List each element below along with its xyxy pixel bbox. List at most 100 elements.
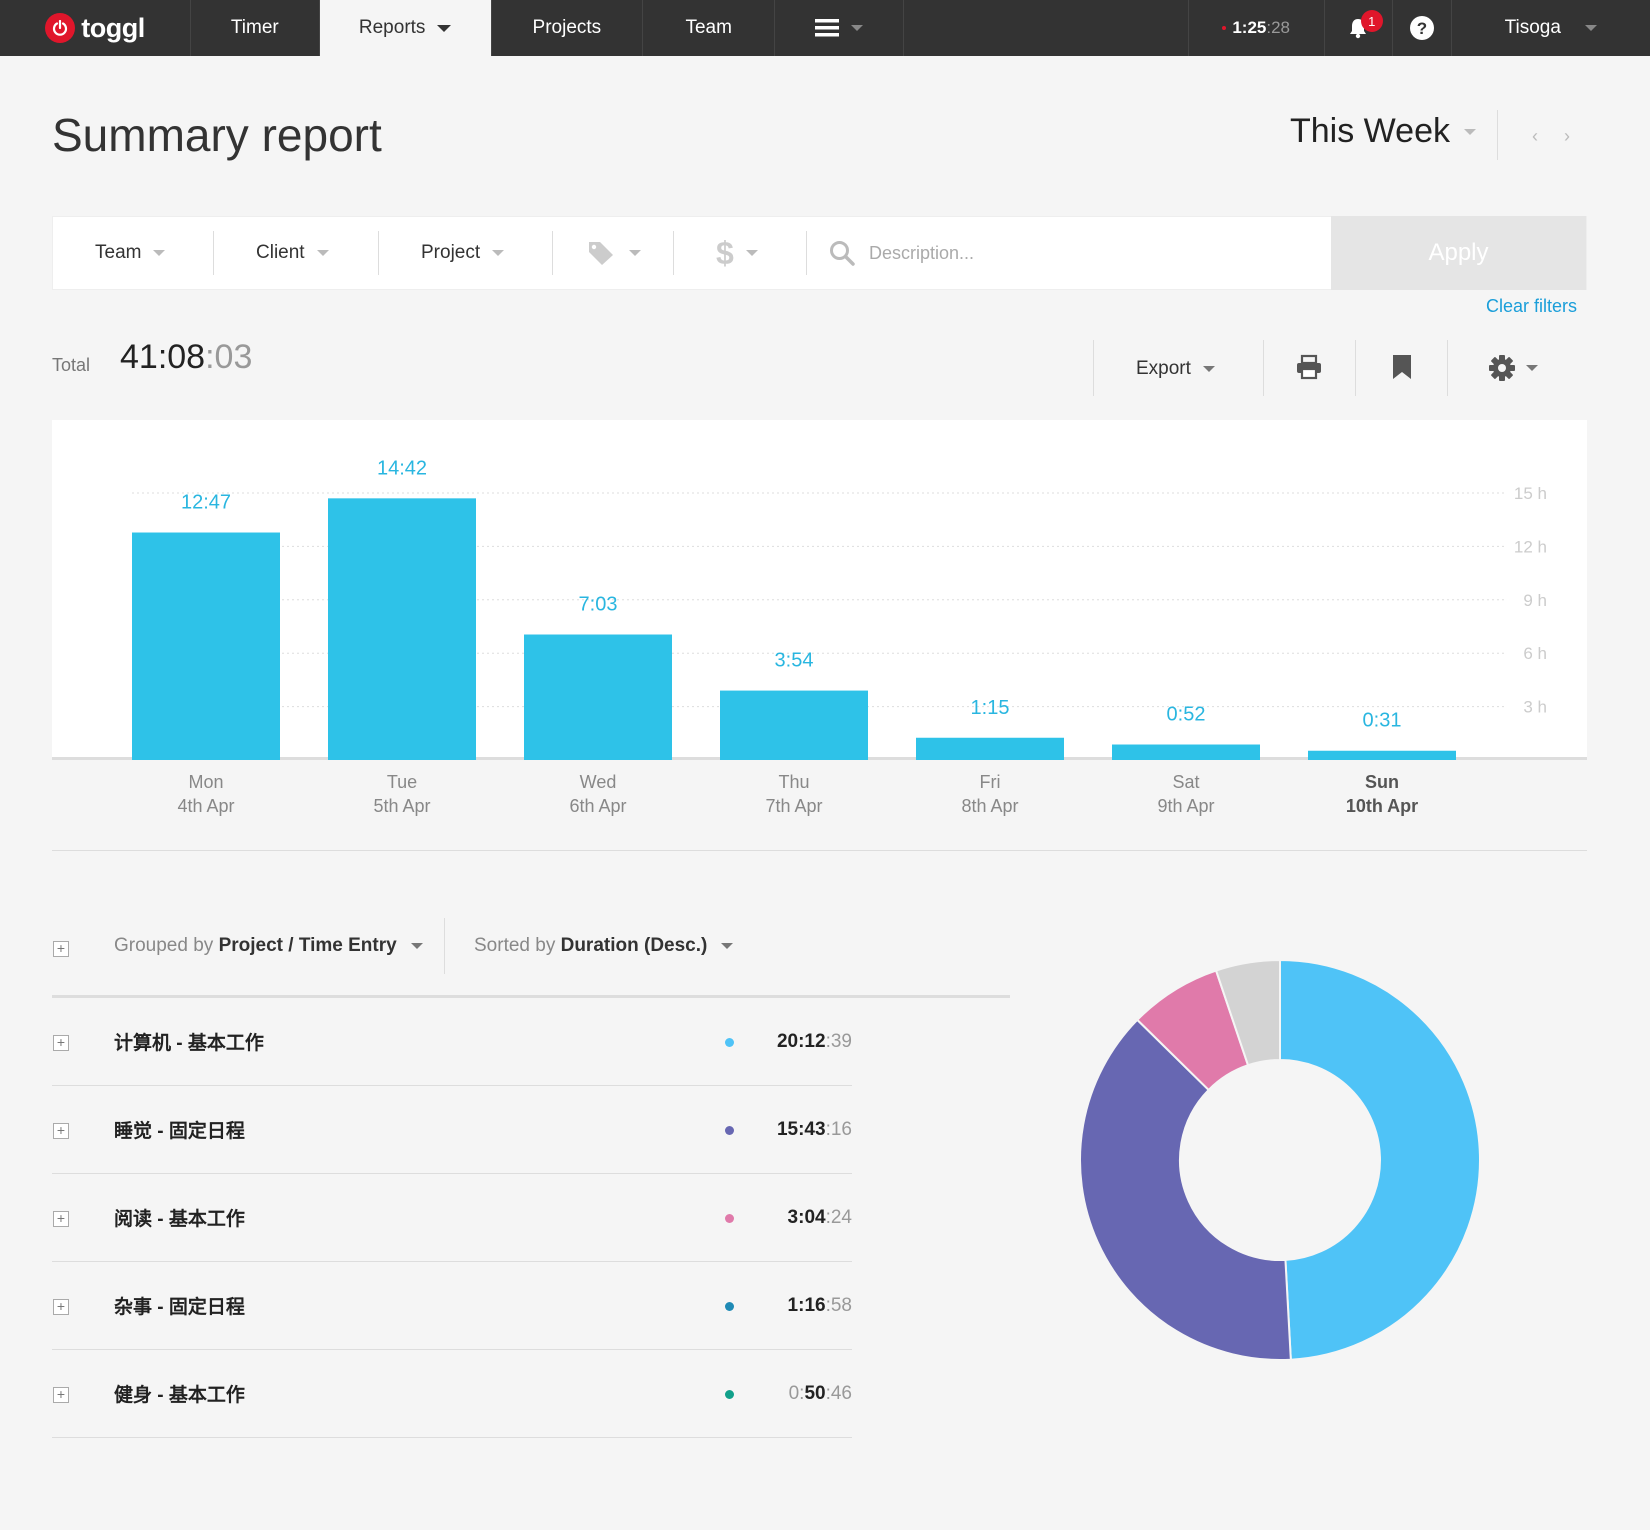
notifications-button[interactable]: 1	[1325, 0, 1393, 56]
filter-client-label: Client	[256, 242, 305, 263]
export-button[interactable]: Export	[1136, 358, 1215, 380]
x-tick-day: Sun	[1365, 772, 1399, 792]
x-tick-date: 8th Apr	[961, 796, 1019, 816]
expand-row-button[interactable]: +	[53, 1211, 69, 1227]
toolbar-separator	[1093, 340, 1094, 396]
nav-more-menu[interactable]	[775, 0, 904, 56]
nav-spacer	[904, 0, 1188, 56]
chevron-down-icon	[1463, 128, 1476, 135]
sorted-by-value: Duration (Desc.)	[560, 935, 708, 956]
x-tick-day: Mon	[188, 772, 224, 792]
project-row[interactable]: + 计算机 - 基本工作 20:12:39	[52, 998, 852, 1086]
project-color-dot	[725, 1390, 734, 1399]
next-period-icon[interactable]: ›	[1564, 126, 1570, 146]
x-tick-day: Fri	[979, 772, 1001, 792]
filter-project[interactable]: Project	[379, 217, 552, 289]
nav-timer[interactable]: Timer	[191, 0, 320, 56]
user-name: Tisoga	[1504, 17, 1561, 38]
duration-hours-dim: 0:	[788, 1382, 805, 1404]
description-search	[807, 240, 1331, 266]
nav-projects[interactable]: Projects	[492, 0, 643, 56]
description-input[interactable]	[869, 242, 1269, 264]
expand-row-button[interactable]: +	[53, 1387, 69, 1403]
duration-seconds: :24	[825, 1206, 852, 1228]
x-tick-date: 9th Apr	[1157, 796, 1215, 816]
x-tick-label: Wed 6th Apr	[518, 770, 678, 818]
print-icon[interactable]	[1296, 354, 1322, 380]
settings-button[interactable]	[1488, 354, 1538, 382]
nav-reports[interactable]: Reports	[319, 0, 492, 56]
x-tick-day: Tue	[386, 772, 418, 792]
x-tick-label: Mon 4th Apr	[126, 770, 286, 818]
dollar-icon: $	[716, 234, 734, 271]
nav-reports-label: Reports	[358, 17, 426, 38]
grouped-by-text: Grouped by Project / Time Entry	[114, 935, 397, 957]
bookmark-icon[interactable]	[1392, 354, 1412, 380]
project-duration: 20:12:39	[777, 1031, 852, 1053]
project-duration: 3:04:24	[788, 1207, 852, 1229]
running-timer[interactable]: 1:25:28	[1187, 0, 1325, 56]
duration-main: 50	[804, 1382, 826, 1404]
nav-team[interactable]: Team	[643, 0, 776, 56]
grouping-separator	[444, 918, 445, 974]
duration-seconds: :16	[825, 1118, 852, 1140]
logo-text: toggl	[81, 12, 145, 43]
user-menu[interactable]: Tisoga	[1452, 0, 1650, 56]
donut-slice[interactable]	[1279, 960, 1481, 1361]
search-icon	[830, 241, 855, 266]
export-label: Export	[1136, 358, 1191, 379]
filter-billable[interactable]: $	[674, 217, 806, 289]
apply-button[interactable]: Apply	[1331, 216, 1586, 290]
running-timer-main: 1:25	[1232, 18, 1267, 37]
project-color-dot	[725, 1214, 734, 1223]
expand-all-button[interactable]: +	[53, 941, 69, 957]
sorted-by-dropdown[interactable]: Sorted by Duration (Desc.)	[474, 935, 734, 957]
period-selector[interactable]: This Week	[1290, 112, 1476, 151]
duration-main: 3:04	[787, 1206, 826, 1228]
x-tick-label: Thu 7th Apr	[714, 770, 874, 818]
project-color-dot	[725, 1126, 734, 1135]
top-nav: toggl Timer Reports Projects Team 1:25:2…	[0, 0, 1650, 56]
bar	[916, 737, 1064, 760]
bar-value-label: 0:31	[1363, 710, 1402, 732]
help-button[interactable]: ?	[1393, 0, 1452, 56]
bar-chart: 3 h 6 h 9 h 12 h 15 h 12:47 14:42 7:03 3:54 1:15 0…	[132, 457, 1547, 760]
x-tick-date: 5th Apr	[373, 796, 431, 816]
project-list: + 计算机 - 基本工作 20:12:39 + 睡觉 - 固定日程 15:43:…	[52, 998, 852, 1438]
grouped-by-dropdown[interactable]: Grouped by Project / Time Entry	[114, 935, 423, 957]
filter-separator	[213, 231, 214, 275]
project-row[interactable]: + 睡觉 - 固定日程 15:43:16	[52, 1086, 852, 1174]
previous-period-icon[interactable]: ‹	[1532, 126, 1538, 146]
section-divider	[52, 850, 1587, 851]
filter-client[interactable]: Client	[214, 217, 378, 289]
chevron-down-icon	[629, 250, 641, 256]
x-tick-date: 10th Apr	[1345, 796, 1419, 816]
project-name: 阅读 - 基本工作	[114, 1209, 245, 1230]
y-tick-label: 6 h	[1523, 644, 1547, 663]
bar-value-label: 12:47	[181, 492, 231, 514]
expand-row-button[interactable]: +	[53, 1123, 69, 1139]
expand-row-button[interactable]: +	[53, 1299, 69, 1315]
filter-tags[interactable]	[553, 217, 673, 289]
duration-main: 20:12	[776, 1030, 826, 1052]
duration-seconds: :39	[825, 1030, 852, 1052]
x-tick-day: Wed	[579, 772, 617, 792]
project-row[interactable]: + 阅读 - 基本工作 3:04:24	[52, 1174, 852, 1262]
project-row[interactable]: + 健身 - 基本工作 0:50:46	[52, 1350, 852, 1438]
toolbar-separator	[1447, 340, 1448, 396]
filter-team-label: Team	[95, 242, 142, 263]
clear-filters-link[interactable]: Clear filters	[1486, 296, 1578, 316]
donut-slice[interactable]	[1079, 1018, 1292, 1361]
toggl-logo[interactable]: toggl	[0, 0, 191, 56]
chevron-down-icon	[410, 943, 423, 949]
project-duration: 15:43:16	[777, 1119, 852, 1141]
project-name: 杂事 - 固定日程	[114, 1297, 245, 1318]
toolbar-separator	[1263, 340, 1264, 396]
project-row[interactable]: + 杂事 - 固定日程 1:16:58	[52, 1262, 852, 1350]
notification-badge: 1	[1360, 10, 1383, 32]
filter-team[interactable]: Team	[53, 217, 213, 289]
donut-slice[interactable]	[1214, 960, 1281, 1067]
filter-separator	[806, 231, 807, 275]
x-tick-label: Sat 9th Apr	[1106, 770, 1266, 818]
expand-row-button[interactable]: +	[53, 1035, 69, 1051]
